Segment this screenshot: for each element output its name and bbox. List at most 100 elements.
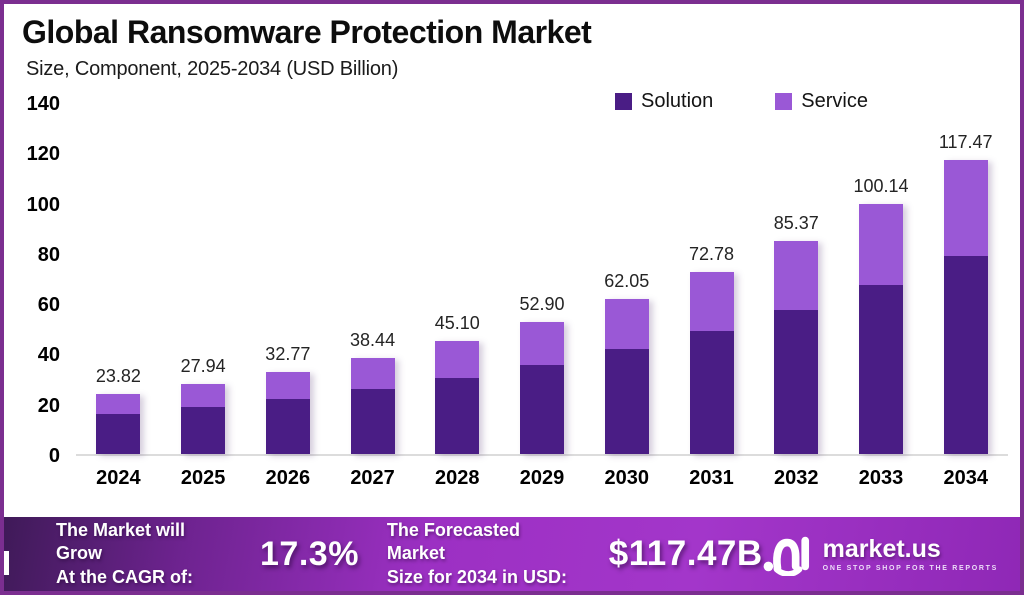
- bar-segment-solution-2031: [689, 331, 734, 454]
- bar-segment-solution-2025: [181, 406, 226, 454]
- bar-2031: [689, 272, 734, 454]
- bar-segment-service-2033: [858, 203, 903, 286]
- bar-segment-service-2027: [350, 357, 395, 390]
- legend-item-service: Service: [775, 90, 868, 113]
- left-edge-notch: [4, 551, 9, 575]
- forecast-caption-line1: The Forecasted Market: [386, 519, 520, 564]
- bar-segment-service-2028: [435, 341, 480, 378]
- brand-text: market.us ONE STOP SHOP FOR THE REPORTS: [822, 534, 998, 572]
- bar-group-2028: 45.10 2028: [415, 104, 500, 489]
- x-axis-label-2024: 2024: [96, 467, 141, 489]
- bar-group-2030: 62.05 2030: [584, 104, 669, 489]
- cagr-caption: The Market will Grow At the CAGR of:: [56, 519, 234, 589]
- bar-segment-solution-2026: [265, 398, 310, 454]
- bar-value-label-2032: 85.37: [773, 212, 819, 233]
- bar-value-label-2028: 45.10: [434, 313, 480, 334]
- bar-segment-service-2032: [774, 240, 819, 310]
- bar-segment-service-2034: [943, 160, 988, 256]
- y-tick-label: 60: [37, 294, 60, 317]
- bar-segment-service-2031: [689, 272, 734, 332]
- bar-value-label-2030: 62.05: [604, 270, 650, 291]
- y-tick-label: 100: [26, 193, 60, 216]
- service-swatch-icon: [775, 93, 793, 110]
- y-tick-label: 140: [26, 93, 60, 115]
- forecast-caption-line2: Size for 2034 in USD:: [386, 566, 567, 587]
- plot-area: 23.82 2024 27.94 2025 32.77 2026 38.44 2027 45.1…: [76, 104, 1008, 489]
- bar-2029: [520, 321, 565, 454]
- bar-2032: [774, 240, 819, 454]
- bars-row: 23.82 2024 27.94 2025 32.77 2026 38.44 2027 45.1…: [76, 104, 1008, 489]
- legend-label-service: Service: [801, 90, 868, 112]
- x-axis-label-2030: 2030: [604, 467, 650, 489]
- legend-label-solution: Solution: [641, 90, 714, 112]
- header: Global Ransomware Protection Market Size…: [22, 14, 592, 81]
- bar-group-2024: 23.82 2024: [76, 104, 161, 489]
- bar-group-2027: 38.44 2027: [330, 104, 415, 489]
- x-axis-label-2027: 2027: [350, 467, 395, 489]
- bar-group-2029: 52.90 2029: [500, 104, 585, 489]
- x-axis-label-2034: 2034: [943, 467, 988, 489]
- bar-group-2025: 27.94 2025: [161, 104, 246, 489]
- x-axis-label-2031: 2031: [689, 467, 734, 489]
- brand-block: market.us ONE STOP SHOP FOR THE REPORTS: [763, 532, 998, 576]
- bar-2028: [435, 341, 480, 454]
- bar-segment-solution-2030: [604, 349, 649, 454]
- page-subtitle: Size, Component, 2025-2034 (USD Billion): [26, 57, 399, 80]
- forecast-value: $117.47B: [608, 534, 763, 573]
- x-axis-label-2025: 2025: [180, 467, 226, 489]
- bar-2024: [96, 394, 141, 454]
- x-axis-label-2026: 2026: [265, 467, 311, 489]
- x-axis-label-2032: 2032: [773, 467, 819, 489]
- bar-2034: [943, 160, 988, 454]
- solution-swatch-icon: [615, 93, 633, 110]
- bar-value-label-2031: 72.78: [688, 244, 735, 265]
- market-us-logo-icon: [763, 536, 809, 576]
- bar-value-label-2026: 32.77: [265, 344, 311, 365]
- bar-value-label-2025: 27.94: [180, 356, 226, 377]
- bar-segment-service-2025: [181, 384, 226, 407]
- bar-segment-solution-2032: [774, 309, 819, 454]
- bar-segment-solution-2033: [858, 285, 903, 454]
- legend-item-solution: Solution: [615, 90, 713, 113]
- y-tick-label: 0: [48, 445, 60, 467]
- bar-group-2031: 72.78 2031: [669, 104, 754, 489]
- bar-segment-service-2029: [520, 321, 565, 365]
- bar-segment-solution-2029: [520, 364, 565, 454]
- bar-2033: [858, 203, 903, 454]
- stacked-bar-chart: 0 20 40 60 80 100 120 140 23.82 2024 27.94 2025 32.…: [18, 94, 1012, 489]
- bar-segment-solution-2034: [943, 255, 988, 454]
- x-axis-label-2033: 2033: [858, 467, 904, 489]
- bar-2027: [350, 357, 395, 454]
- bar-segment-solution-2027: [350, 389, 395, 454]
- y-tick-label: 120: [26, 143, 60, 166]
- bar-value-label-2027: 38.44: [350, 329, 396, 350]
- cagr-caption-line2: At the CAGR of:: [56, 566, 193, 587]
- bar-value-label-2024: 23.82: [95, 366, 141, 387]
- bar-group-2026: 32.77 2026: [245, 104, 330, 489]
- bar-2025: [181, 384, 226, 454]
- bar-value-label-2033: 100.14: [853, 175, 909, 196]
- bar-segment-service-2030: [604, 298, 649, 350]
- bar-group-2033: 100.14 2033: [839, 104, 924, 489]
- bar-value-label-2029: 52.90: [519, 293, 565, 314]
- cagr-caption-line1: The Market will Grow: [56, 519, 186, 564]
- bar-2026: [265, 372, 310, 454]
- bar-segment-solution-2024: [96, 413, 141, 454]
- y-tick-label: 80: [37, 243, 60, 266]
- bar-value-label-2034: 117.47: [938, 132, 993, 153]
- page-title: Global Ransomware Protection Market: [22, 14, 592, 50]
- brand-name: market.us: [822, 534, 941, 563]
- y-tick-label: 20: [37, 394, 60, 417]
- x-axis-label-2029: 2029: [519, 467, 565, 489]
- bar-segment-service-2024: [96, 394, 141, 414]
- brand-tagline: ONE STOP SHOP FOR THE REPORTS: [822, 564, 998, 572]
- bar-group-2034: 117.47 2034: [923, 104, 1008, 489]
- bar-segment-service-2026: [265, 372, 310, 399]
- y-tick-label: 40: [37, 344, 60, 367]
- bar-group-2032: 85.37 2032: [754, 104, 839, 489]
- footer-banner: The Market will Grow At the CAGR of: 17.…: [4, 517, 1020, 591]
- forecast-caption: The Forecasted Market Size for 2034 in U…: [387, 519, 581, 589]
- y-axis: 0 20 40 60 80 100 120 140: [18, 94, 68, 466]
- legend: Solution Service: [615, 90, 868, 113]
